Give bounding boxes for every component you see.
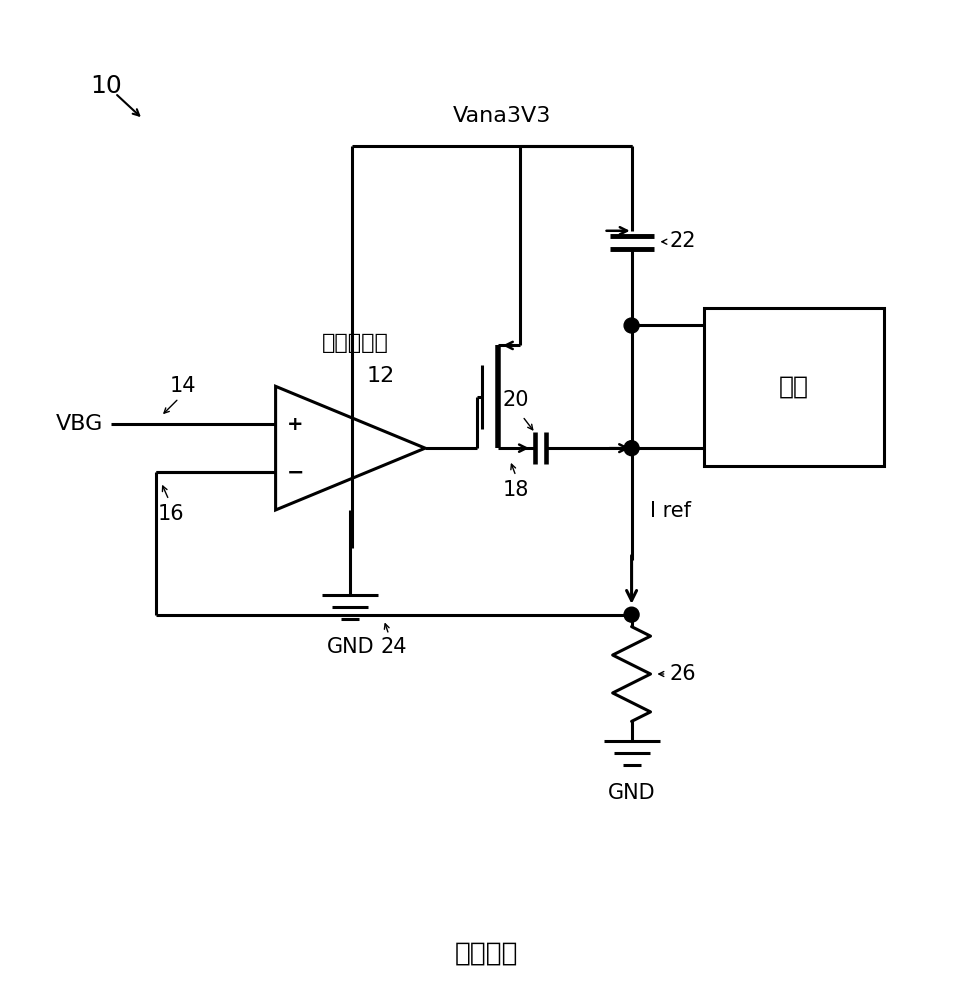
- Text: GND: GND: [327, 637, 375, 657]
- Text: 镜像: 镜像: [779, 375, 810, 399]
- Text: 18: 18: [503, 480, 529, 500]
- Text: 现有技术: 现有技术: [454, 941, 519, 967]
- Text: 镜像: 镜像: [779, 313, 810, 337]
- Text: −: −: [287, 462, 305, 482]
- Text: +: +: [287, 415, 304, 434]
- Text: 24: 24: [380, 637, 407, 657]
- Text: 16: 16: [158, 504, 184, 524]
- Circle shape: [624, 441, 639, 456]
- Bar: [704, 308, 883, 466]
- Text: GND: GND: [608, 783, 656, 803]
- Text: 14: 14: [169, 376, 197, 396]
- Text: I ref: I ref: [650, 501, 691, 521]
- Circle shape: [624, 318, 639, 333]
- Text: Vana3V3: Vana3V3: [452, 106, 551, 126]
- Text: 22: 22: [669, 231, 696, 251]
- Text: 26: 26: [669, 664, 696, 684]
- Text: 10: 10: [90, 74, 122, 98]
- Text: VBG: VBG: [55, 414, 103, 434]
- Text: 12: 12: [366, 366, 394, 386]
- Text: 20: 20: [502, 390, 528, 410]
- Circle shape: [624, 607, 639, 622]
- Text: 运算放大器: 运算放大器: [322, 333, 389, 353]
